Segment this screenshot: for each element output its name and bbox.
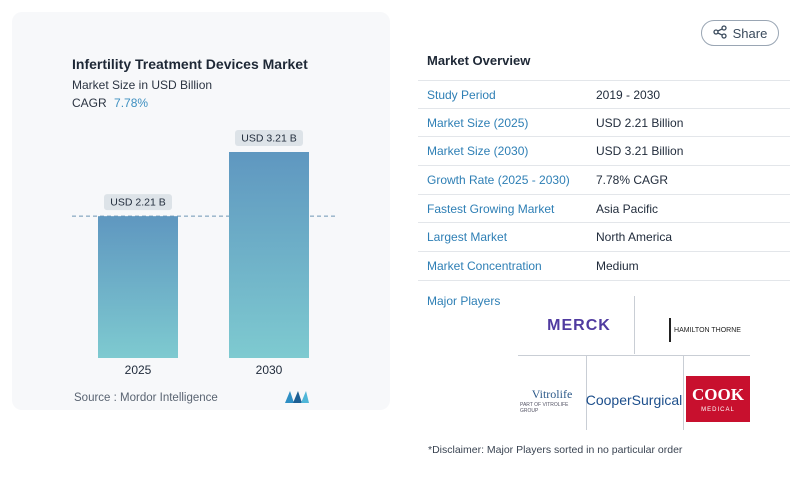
- overview-row: Growth Rate (2025 - 2030) 7.78% CAGR: [418, 166, 790, 195]
- overview-row: Study Period 2019 - 2030: [418, 80, 790, 109]
- overview-title: Market Overview: [427, 53, 531, 68]
- cagr-value: 7.78%: [114, 96, 149, 110]
- cook-logo-text: COOK: [692, 384, 744, 404]
- disclaimer: *Disclaimer: Major Players sorted in no …: [428, 444, 683, 456]
- overview-label: Largest Market: [427, 230, 508, 245]
- cagr-label: CAGR: [72, 96, 107, 110]
- hamilton-logo-text: HAMILTON THORNE: [674, 326, 741, 334]
- merck-logo: MERCK: [547, 317, 611, 334]
- overview-value: USD 2.21 Billion: [596, 115, 684, 130]
- overview-label: Market Size (2030): [427, 144, 529, 159]
- overview-row: Market Concentration Medium: [418, 252, 790, 281]
- data-label-bg: [104, 194, 172, 211]
- bar-2025: [98, 216, 178, 358]
- overview-value: USD 3.21 Billion: [596, 144, 684, 159]
- chart-card: [12, 12, 390, 410]
- chart-title: Infertility Treatment Devices Market: [72, 56, 308, 72]
- coopersurgical-logo: CooperSurgical: [585, 392, 683, 408]
- mordor-logo-icon: [285, 389, 309, 410]
- data-label: USD 2.21 B: [110, 197, 165, 209]
- overview-label: Fastest Growing Market: [427, 201, 555, 216]
- overview-table: Study Period 2019 - 2030 Market Size (20…: [418, 80, 790, 281]
- hamilton-bar-icon: [669, 318, 672, 342]
- overview-label: Study Period: [427, 88, 496, 102]
- overview-value: North America: [596, 230, 673, 245]
- overview-row: Largest Market North America: [418, 223, 790, 253]
- players-grid-line: [634, 296, 635, 354]
- chart-cagr: CAGR 7.78%: [72, 96, 148, 110]
- major-players-title: Major Players: [427, 294, 501, 308]
- chart-source: Source : Mordor Intelligence: [74, 392, 218, 404]
- overview-row: Market Size (2025) USD 2.21 Billion: [418, 109, 790, 138]
- vitrolife-tagline: PART OF VITROLIFE GROUP: [520, 401, 569, 414]
- share-icon: [712, 24, 727, 42]
- overview-value: 2019 - 2030: [596, 88, 661, 102]
- vitrolife-logo-text: Vitrolife: [531, 386, 573, 401]
- players-grid-line: [518, 355, 750, 356]
- overview-value: Medium: [596, 259, 639, 274]
- overview-label: Market Concentration: [427, 259, 542, 274]
- bar-2030: [229, 152, 309, 358]
- data-label: USD 3.21 B: [241, 133, 296, 145]
- x-tick-label: 2025: [125, 363, 152, 377]
- vitrolife-logo: Vitrolife PART OF VITROLIFE GROUP: [520, 386, 584, 414]
- overview-value: 7.78% CAGR: [596, 173, 669, 188]
- overview-label: Market Size (2025): [427, 115, 529, 130]
- x-tick-label: 2030: [256, 363, 283, 377]
- bar-chart: USD 2.21 B 2025 USD 3.21 B 2030: [72, 130, 338, 377]
- share-button[interactable]: Share: [701, 20, 779, 46]
- overview-value: Asia Pacific: [596, 201, 659, 216]
- overview-row: Market Size (2030) USD 3.21 Billion: [418, 137, 790, 167]
- hamilton-thorne-logo: HAMILTON THORNE: [660, 316, 750, 344]
- share-label: Share: [732, 25, 768, 41]
- chart-subtitle: Market Size in USD Billion: [72, 78, 213, 92]
- data-label-bg: [235, 130, 303, 146]
- players-grid-line: [683, 355, 684, 430]
- overview-row: Fastest Growing Market Asia Pacific: [418, 195, 790, 224]
- overview-label: Growth Rate (2025 - 2030): [427, 173, 570, 188]
- players-grid-line: [586, 355, 587, 430]
- cook-medical-logo: COOK MEDICAL: [686, 376, 750, 422]
- cook-logo-subtext: MEDICAL: [701, 406, 735, 413]
